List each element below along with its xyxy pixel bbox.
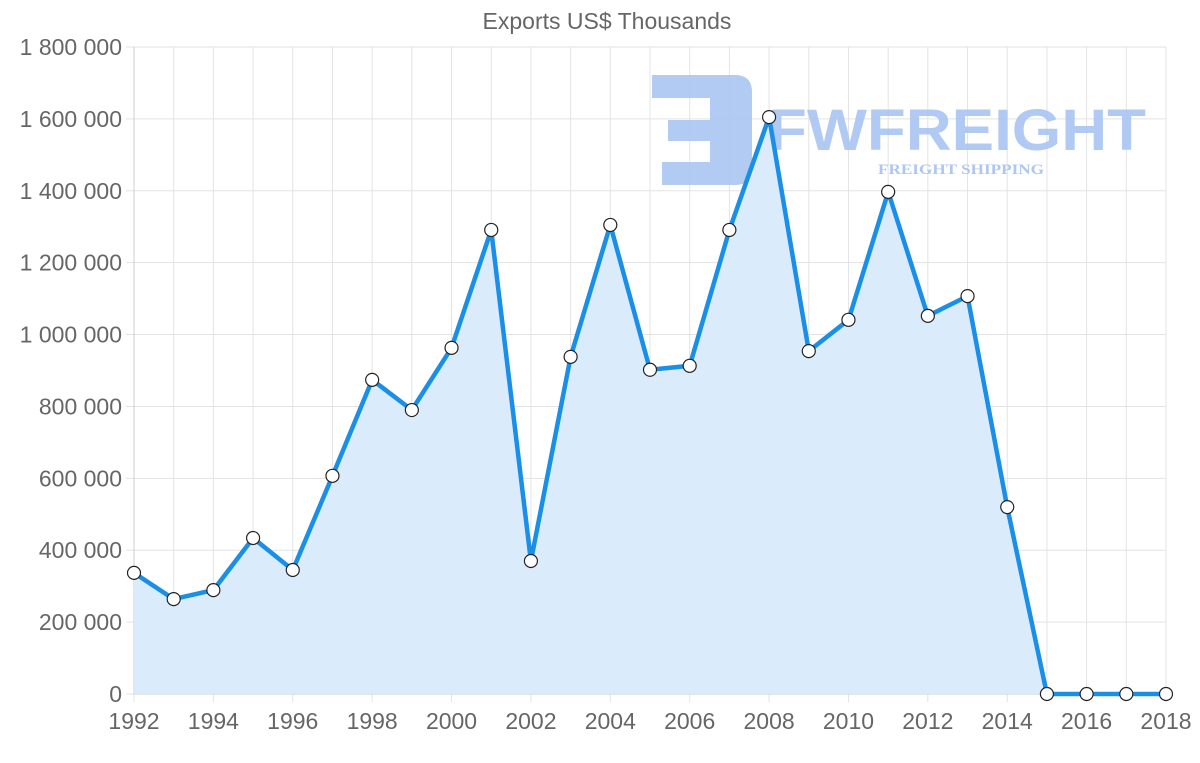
data-point-2018[interactable]: 2018: 0 [1158, 686, 1174, 702]
data-point-1998[interactable]: 1998: 874000 [365, 372, 380, 387]
data-point-2010[interactable]: 2010: 1041000 [841, 312, 856, 327]
x-tick-label: 2004 [585, 708, 636, 734]
data-point-2017[interactable]: 2017: 0 [1119, 686, 1134, 702]
data-point-2004[interactable]: 2004: 1305000 [603, 217, 618, 233]
brand-logo-icon [652, 75, 752, 185]
y-tick-label: 1 800 000 [20, 34, 122, 60]
x-tick-label: 2006 [664, 708, 715, 734]
y-tick-label: 0 [109, 681, 122, 707]
watermark-tagline: FREIGHT SHIPPING [878, 162, 1044, 178]
data-point-2006[interactable]: 2006: 913000 [682, 358, 697, 373]
y-tick-label: 1 000 000 [20, 322, 122, 348]
watermark-brand: FWFREIGHT [768, 98, 1146, 163]
data-point-2002[interactable]: 2002: 370000 [523, 553, 539, 569]
data-point-2008[interactable]: 2008: 1605000 [761, 109, 777, 125]
data-point-2013[interactable]: 2013: 1107000 [960, 288, 975, 304]
chart-title: Exports US$ Thousands [482, 8, 732, 34]
x-tick-label: 2016 [1061, 708, 1112, 734]
data-point-2009[interactable]: 2009: 954000 [801, 343, 816, 359]
y-axis: 0 200 000 400 000 600 000 800 000 1 000 000 1 … [20, 34, 122, 707]
data-point-2000[interactable]: 2000: 963000 [444, 340, 459, 355]
y-tick-label: 600 000 [39, 465, 122, 491]
data-point-1999[interactable]: 1999: 790000 [404, 402, 419, 418]
data-points: 1992: 337000 1993: 264000 1994: 289000 1995… [126, 109, 1174, 702]
y-tick-label: 1 200 000 [20, 250, 122, 276]
y-tick-label: 200 000 [39, 609, 122, 635]
x-tick-label: 1994 [188, 708, 239, 734]
data-point-2011[interactable]: 2011: 1397000 [881, 184, 896, 199]
x-tick-label: 2012 [902, 708, 953, 734]
x-tick-label: 2002 [505, 708, 556, 734]
data-point-1994[interactable]: 1994: 289000 [206, 583, 221, 598]
data-point-1997[interactable]: 1997: 607000 [325, 468, 340, 483]
x-tick-label: 1996 [267, 708, 318, 734]
data-point-2001[interactable]: 2001: 1291000 [484, 222, 499, 238]
x-tick-label: 2018 [1140, 708, 1191, 734]
x-tick-label: 1998 [347, 708, 398, 734]
y-tick-label: 1 600 000 [20, 106, 122, 132]
area-fill [134, 117, 1166, 695]
x-tick-label: 2000 [426, 708, 477, 734]
data-point-1995[interactable]: 1995: 434000 [245, 530, 261, 546]
x-axis: 1992 1994 1996 1998 2000 2002 2004 2006 2008 2010… [108, 708, 1191, 734]
y-tick-label: 400 000 [39, 537, 122, 563]
data-point-1992[interactable]: 1992: 337000 [126, 565, 142, 580]
area-path [134, 117, 1166, 695]
data-point-2016[interactable]: 2016: 0 [1079, 686, 1094, 702]
x-tick-label: 1992 [108, 708, 159, 734]
data-point-2007[interactable]: 2007: 1291000 [722, 222, 737, 238]
data-point-2014[interactable]: 2014: 520000 [1000, 499, 1015, 515]
x-tick-label: 2010 [823, 708, 874, 734]
data-point-2005[interactable]: 2005: 902000 [642, 362, 658, 377]
data-point-2003[interactable]: 2003: 938000 [563, 349, 578, 364]
data-point-2015[interactable]: 2015: 0 [1039, 686, 1055, 702]
data-point-1993[interactable]: 1993: 264000 [166, 592, 181, 607]
x-tick-label: 2014 [982, 708, 1033, 734]
x-tick-label: 2008 [743, 708, 794, 734]
y-tick-label: 800 000 [39, 393, 122, 419]
data-point-1996[interactable]: 1996: 345000 [285, 562, 300, 578]
watermark: FWFREIGHT FREIGHT SHIPPING [652, 75, 1146, 185]
data-point-2012[interactable]: 2012: 1052000 [920, 308, 935, 323]
y-tick-label: 1 400 000 [20, 178, 122, 204]
